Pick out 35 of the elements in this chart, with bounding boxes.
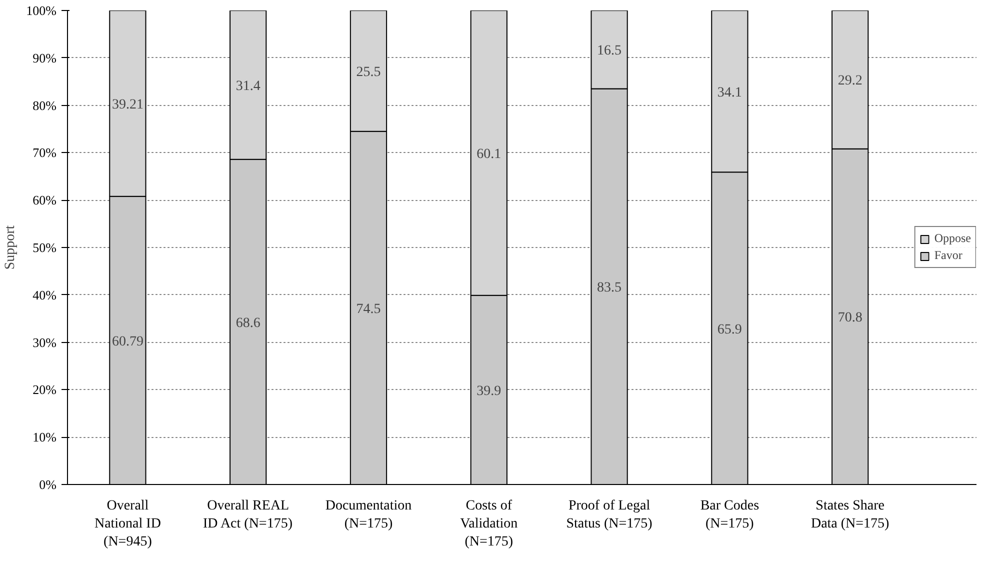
- x-tick-label: Documentation (N=175): [325, 498, 412, 532]
- data-label: 39.21: [112, 97, 144, 112]
- data-label: 70.8: [838, 310, 862, 326]
- data-label: 60.1: [476, 146, 502, 162]
- data-label: 65.9: [717, 322, 742, 338]
- y-tick-label: 50%: [32, 240, 57, 255]
- legend-label: Oppose: [934, 231, 971, 246]
- x-tick-label: Overall National ID (N=945): [94, 498, 161, 550]
- data-label: 31.4: [236, 78, 260, 94]
- y-tick-label: 90%: [32, 50, 57, 66]
- data-label: 60.79: [112, 334, 144, 350]
- x-tick-label: States Share Data (N=175): [810, 498, 890, 532]
- y-tick-label: 100%: [26, 3, 57, 18]
- legend-label: Favor: [934, 248, 962, 263]
- y-tick-label: 40%: [32, 287, 57, 302]
- data-label: 16.5: [597, 44, 622, 59]
- y-tick-label: 30%: [32, 334, 57, 350]
- x-tick-label: Overall REAL ID Act (N=175): [202, 498, 293, 532]
- y-tick-label: 10%: [32, 430, 57, 445]
- y-tick-label: 60%: [32, 192, 57, 208]
- y-tick-label: 0%: [39, 477, 57, 492]
- data-label: 39.9: [476, 384, 502, 399]
- data-label: 29.2: [838, 74, 862, 89]
- data-label: 34.1: [717, 85, 742, 100]
- y-tick-label: 80%: [32, 98, 57, 113]
- y-axis-title: Support: [3, 225, 18, 270]
- y-tick-label: 70%: [32, 145, 57, 160]
- data-label: 68.6: [236, 316, 260, 331]
- data-label: 25.5: [356, 64, 381, 80]
- x-tick-label: Bar Codes (N=175): [700, 498, 760, 532]
- data-label: 83.5: [597, 280, 622, 296]
- data-label: 74.5: [356, 302, 381, 317]
- x-tick-label: Proof of Legal Status (N=175): [566, 498, 653, 532]
- x-tick-label: Costs of Validation (N=175): [460, 498, 518, 550]
- y-tick-label: 20%: [32, 382, 57, 398]
